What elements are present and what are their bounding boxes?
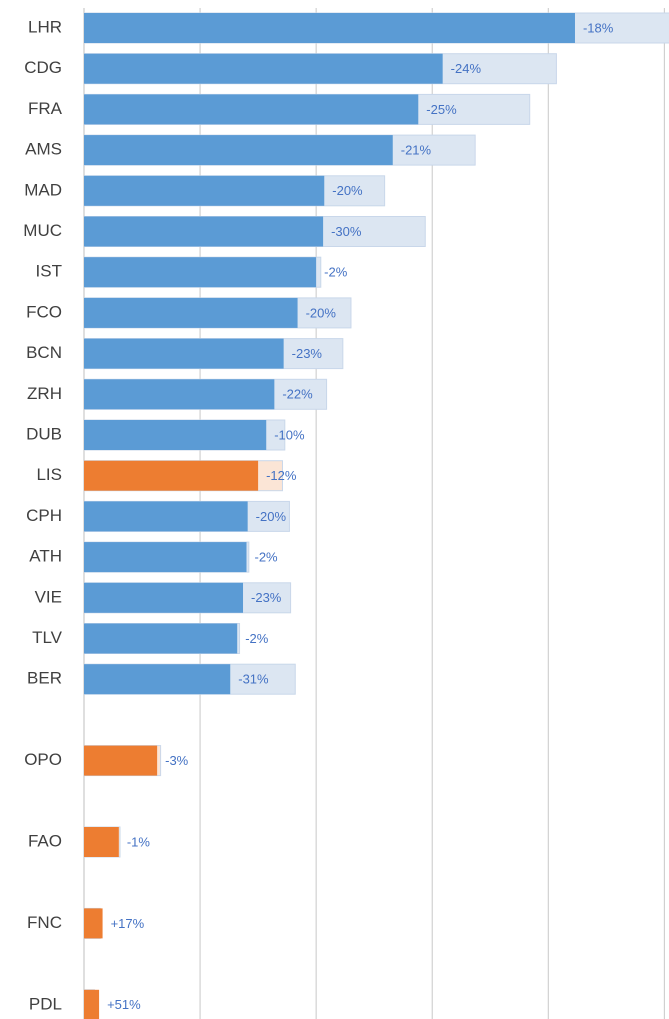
category-label: FAO [28, 831, 62, 850]
category-label: IST [36, 262, 62, 281]
change-label: -10% [274, 427, 305, 442]
current-bar [84, 176, 324, 206]
category-label: TLV [32, 628, 63, 647]
change-label: +17% [111, 916, 145, 931]
current-bar [84, 217, 323, 247]
change-label: -2% [245, 631, 269, 646]
change-label: -24% [451, 61, 482, 76]
change-label: -18% [583, 20, 614, 35]
category-label: CPH [26, 506, 62, 525]
change-label: -3% [165, 753, 189, 768]
category-label: LIS [36, 465, 62, 484]
current-bar [84, 827, 119, 857]
change-label: -22% [282, 387, 313, 402]
change-label: -31% [238, 672, 269, 687]
current-bar [84, 501, 248, 531]
category-label: ZRH [27, 384, 62, 403]
category-label: PDL [29, 994, 62, 1013]
change-label: -21% [401, 143, 432, 158]
change-label: -25% [426, 102, 457, 117]
current-bar [84, 13, 575, 43]
category-label: MAD [24, 180, 62, 199]
change-label: -30% [331, 224, 362, 239]
category-label: AMS [25, 140, 62, 159]
change-label: -20% [306, 305, 337, 320]
category-label: OPO [24, 750, 62, 769]
current-bar [84, 257, 316, 287]
category-label: DUB [26, 424, 62, 443]
change-label: -20% [332, 183, 363, 198]
current-bar [84, 94, 418, 124]
current-bar [84, 908, 103, 938]
current-bar [84, 379, 274, 409]
change-label: -12% [266, 468, 297, 483]
category-label: FRA [28, 99, 63, 118]
current-bar [84, 54, 443, 84]
current-bar [84, 664, 230, 694]
current-bar [84, 461, 258, 491]
change-label: -23% [292, 346, 323, 361]
current-bar [84, 298, 298, 328]
change-label: -23% [251, 590, 282, 605]
current-bar [84, 624, 237, 654]
change-label: -2% [324, 265, 348, 280]
category-label: BER [27, 669, 62, 688]
category-label: LHR [28, 17, 62, 36]
category-label: CDG [24, 58, 62, 77]
change-label: -2% [255, 550, 279, 565]
current-bar [84, 542, 247, 572]
bars [84, 13, 669, 1019]
change-label: -1% [127, 834, 151, 849]
category-label: FCO [26, 302, 62, 321]
current-bar [84, 420, 266, 450]
current-bar [84, 746, 157, 776]
category-label: BCN [26, 343, 62, 362]
current-bar [84, 990, 99, 1019]
current-bar [84, 339, 284, 369]
category-label: VIE [35, 587, 62, 606]
category-label: ATH [29, 547, 62, 566]
category-label: MUC [23, 221, 62, 240]
change-label: -20% [256, 509, 287, 524]
current-bar [84, 583, 243, 613]
current-bar [84, 135, 393, 165]
chart: LHR -18% CDG -24% FRA -25% AMS -21% MAD -20% MUC -3… [0, 0, 669, 1019]
category-label: FNC [27, 913, 62, 932]
change-label: +51% [107, 997, 141, 1012]
